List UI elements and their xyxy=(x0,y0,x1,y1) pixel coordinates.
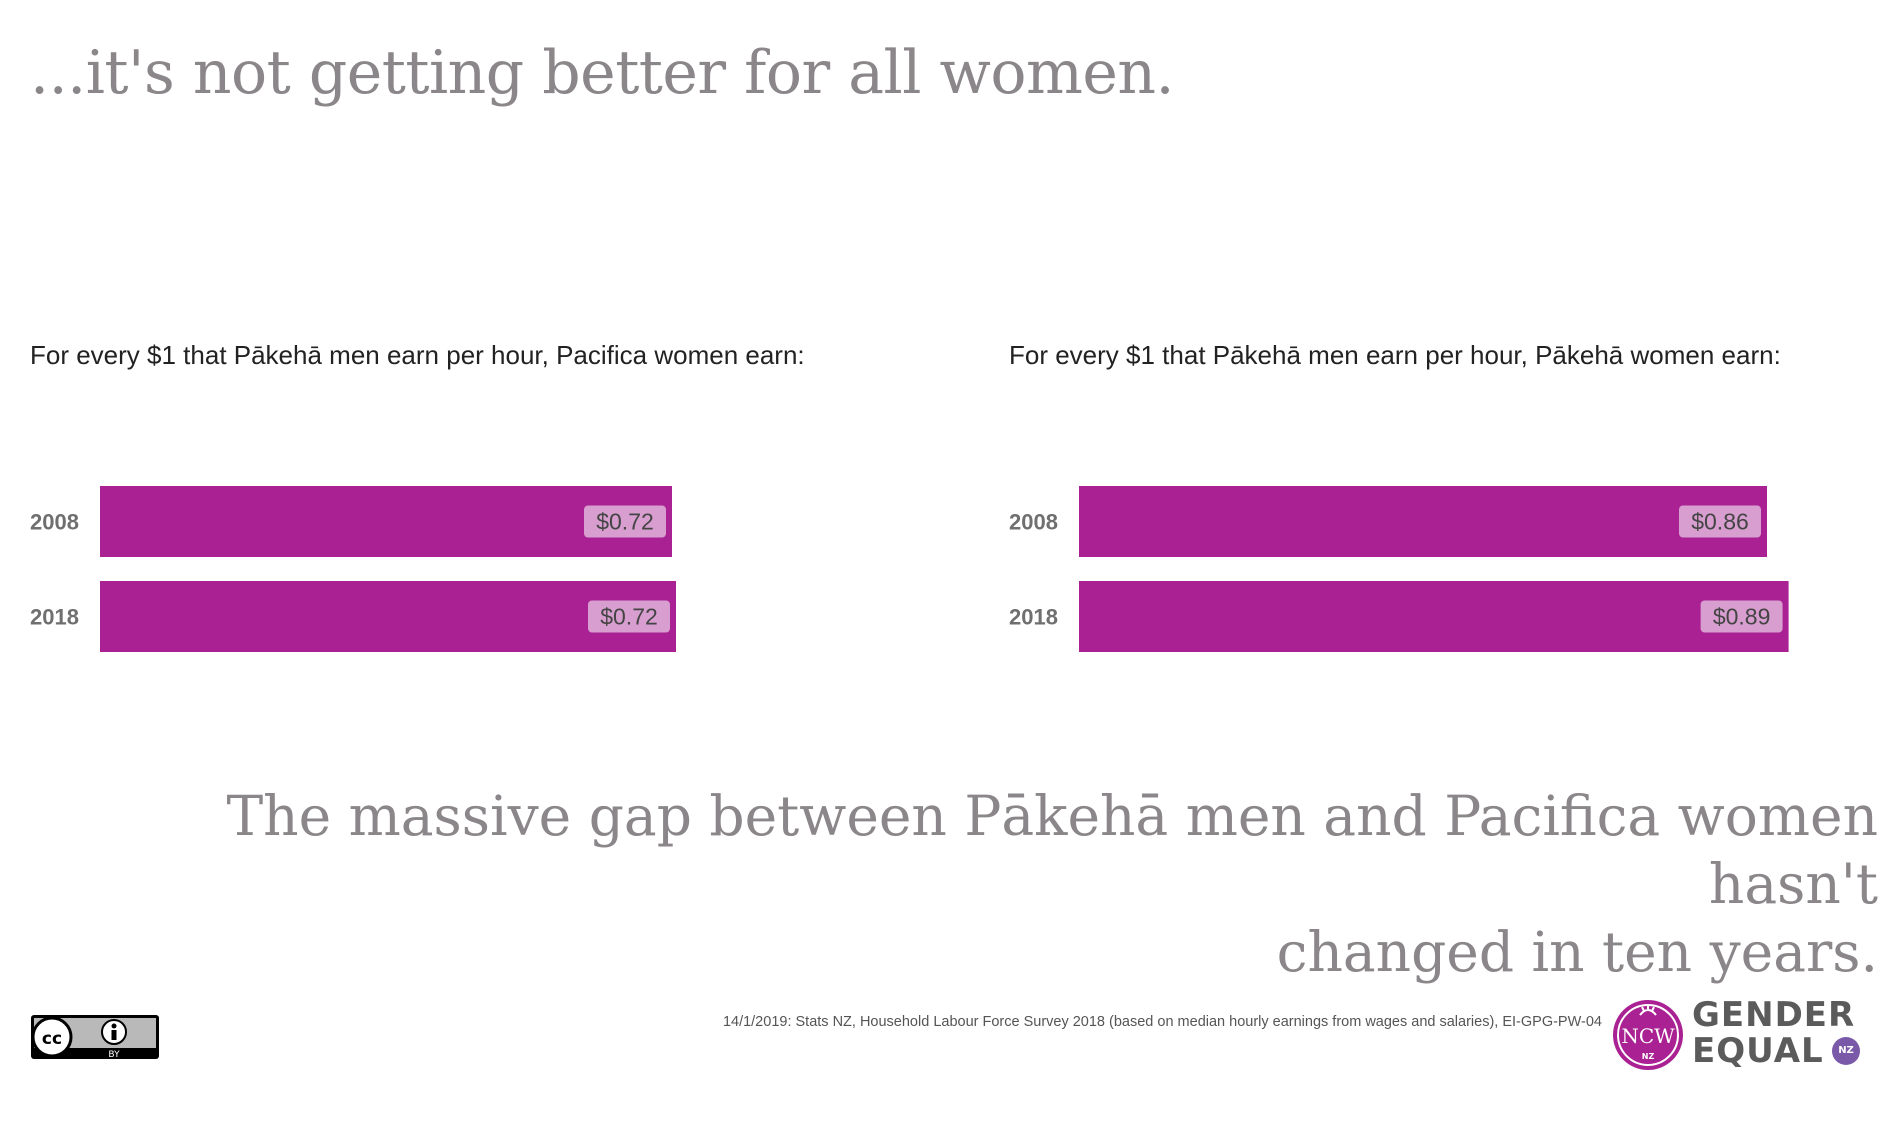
chart-pacifica-women: For every $1 that Pākehā men earn per ho… xyxy=(30,340,930,670)
logo-line-2: EQUAL xyxy=(1692,1031,1824,1071)
logo-wordmark: GENDER EQUAL xyxy=(1692,997,1855,1069)
data-label-2018: $0.89 xyxy=(1713,604,1771,630)
data-label-2008: $0.86 xyxy=(1691,509,1749,535)
nz-badge: NZ xyxy=(1832,1037,1860,1065)
data-label-bg-2018 xyxy=(1700,600,1783,633)
bar-2018 xyxy=(100,581,676,652)
data-label-2018: $0.72 xyxy=(600,604,658,630)
bar-2008 xyxy=(100,486,672,557)
chart-pakeha-women: For every $1 that Pākehā men earn per ho… xyxy=(1009,340,1900,670)
source-note: 14/1/2019: Stats NZ, Household Labour Fo… xyxy=(722,1014,1602,1030)
bar-2018 xyxy=(1079,581,1789,652)
category-label-2018: 2018 xyxy=(1009,605,1058,630)
conclusion-line-2: changed in ten years. xyxy=(1276,920,1878,984)
bar-chart-svg: 2008 $0.86 2018 $0.89 xyxy=(1009,486,1789,652)
logo-line-1: GENDER xyxy=(1692,995,1856,1035)
data-label-2008: $0.72 xyxy=(596,509,654,535)
conclusion-text: The massive gap between Pākehā men and P… xyxy=(128,782,1878,986)
logo-mark-text: NCW xyxy=(1621,1024,1675,1048)
bar-2008 xyxy=(1079,486,1767,557)
ncw-nz-logo-icon: NCW NZ xyxy=(1613,1000,1683,1070)
bar-chart-svg: 2008 $0.72 2018 $0.72 xyxy=(30,486,676,652)
cc-by-license-icon[interactable]: cc BY xyxy=(30,1014,160,1060)
license-label: BY xyxy=(108,1050,120,1060)
chart-title: For every $1 that Pākehā men earn per ho… xyxy=(30,340,805,370)
data-label-bg-2008 xyxy=(1679,505,1761,538)
category-label-2008: 2008 xyxy=(30,510,79,535)
category-label-2018: 2018 xyxy=(30,605,79,630)
logo-mark-sub: NZ xyxy=(1642,1052,1655,1061)
data-label-bg-2018 xyxy=(588,600,670,633)
category-label-2008: 2008 xyxy=(1009,510,1058,535)
conclusion-line-1: The massive gap between Pākehā men and P… xyxy=(226,784,1878,916)
svg-text:cc: cc xyxy=(42,1029,62,1049)
page-title: ...it's not getting better for all women… xyxy=(30,38,1175,108)
data-label-bg-2008 xyxy=(584,505,666,538)
chart-title: For every $1 that Pākehā men earn per ho… xyxy=(1009,340,1781,370)
gender-equal-logo: NCW NZ GENDER EQUAL NZ xyxy=(1612,995,1862,1075)
